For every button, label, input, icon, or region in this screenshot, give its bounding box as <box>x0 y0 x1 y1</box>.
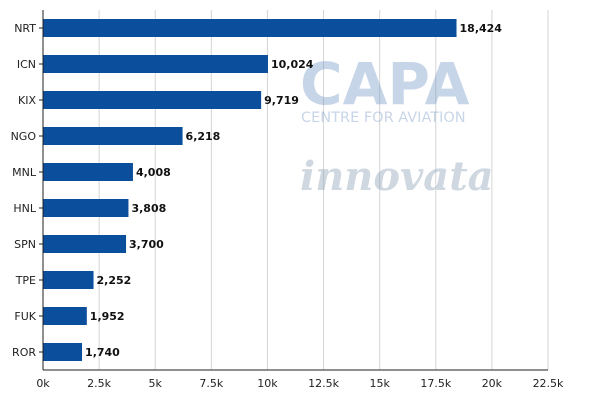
bar <box>43 235 127 253</box>
data-label: 3,700 <box>129 238 164 251</box>
bar <box>43 343 83 361</box>
category-label: ROR <box>12 346 36 359</box>
bar <box>43 19 457 37</box>
x-tick-label: 20k <box>482 377 503 390</box>
category-label: FUK <box>14 310 36 323</box>
x-tick-label: 0k <box>36 377 50 390</box>
x-tick-label: 7.5k <box>199 377 223 390</box>
data-label: 18,424 <box>460 22 503 35</box>
x-tick-label: 12.5k <box>308 377 339 390</box>
category-label: MNL <box>12 166 37 179</box>
data-label: 10,024 <box>271 58 314 71</box>
bar <box>43 271 94 289</box>
data-label: 6,218 <box>186 130 221 143</box>
data-label: 4,008 <box>136 166 171 179</box>
bar <box>43 199 129 217</box>
x-tick-label: 2.5k <box>87 377 111 390</box>
data-label: 1,740 <box>85 346 120 359</box>
capa-subtitle-watermark: CENTRE FOR AVIATION <box>301 110 466 126</box>
bar <box>43 91 262 109</box>
x-tick-label: 5k <box>149 377 163 390</box>
data-label: 3,808 <box>131 202 166 215</box>
bar <box>43 163 133 181</box>
bar <box>43 127 183 145</box>
bar <box>43 55 268 73</box>
data-label: 1,952 <box>90 310 125 323</box>
category-label: TPE <box>15 274 36 287</box>
x-tick-label: 10k <box>257 377 278 390</box>
bars: 18,424 10,024 9,719 6,218 4,008 3,808 3,700 2,2… <box>43 19 502 361</box>
axes: 0k 2.5k 5k 7.5k 10k 12.5k 15k 17.5k 20k 22.5k NRT I… <box>11 10 564 390</box>
data-label: 2,252 <box>97 274 132 287</box>
category-label: ICN <box>17 58 36 71</box>
category-label: HNL <box>13 202 37 215</box>
bar <box>43 307 87 325</box>
category-label: NGO <box>11 130 37 143</box>
watermark-group: CAPA CENTRE FOR AVIATION innovata <box>300 50 494 200</box>
category-label: KIX <box>18 94 36 107</box>
x-tick-label: 15k <box>369 377 390 390</box>
data-label: 9,719 <box>264 94 299 107</box>
x-tick-label: 17.5k <box>420 377 451 390</box>
innovata-watermark: innovata <box>300 153 494 200</box>
category-label: NRT <box>14 22 36 35</box>
capa-watermark: CAPA <box>300 50 470 118</box>
category-label: SPN <box>14 238 36 251</box>
x-tick-label: 22.5k <box>533 377 564 390</box>
